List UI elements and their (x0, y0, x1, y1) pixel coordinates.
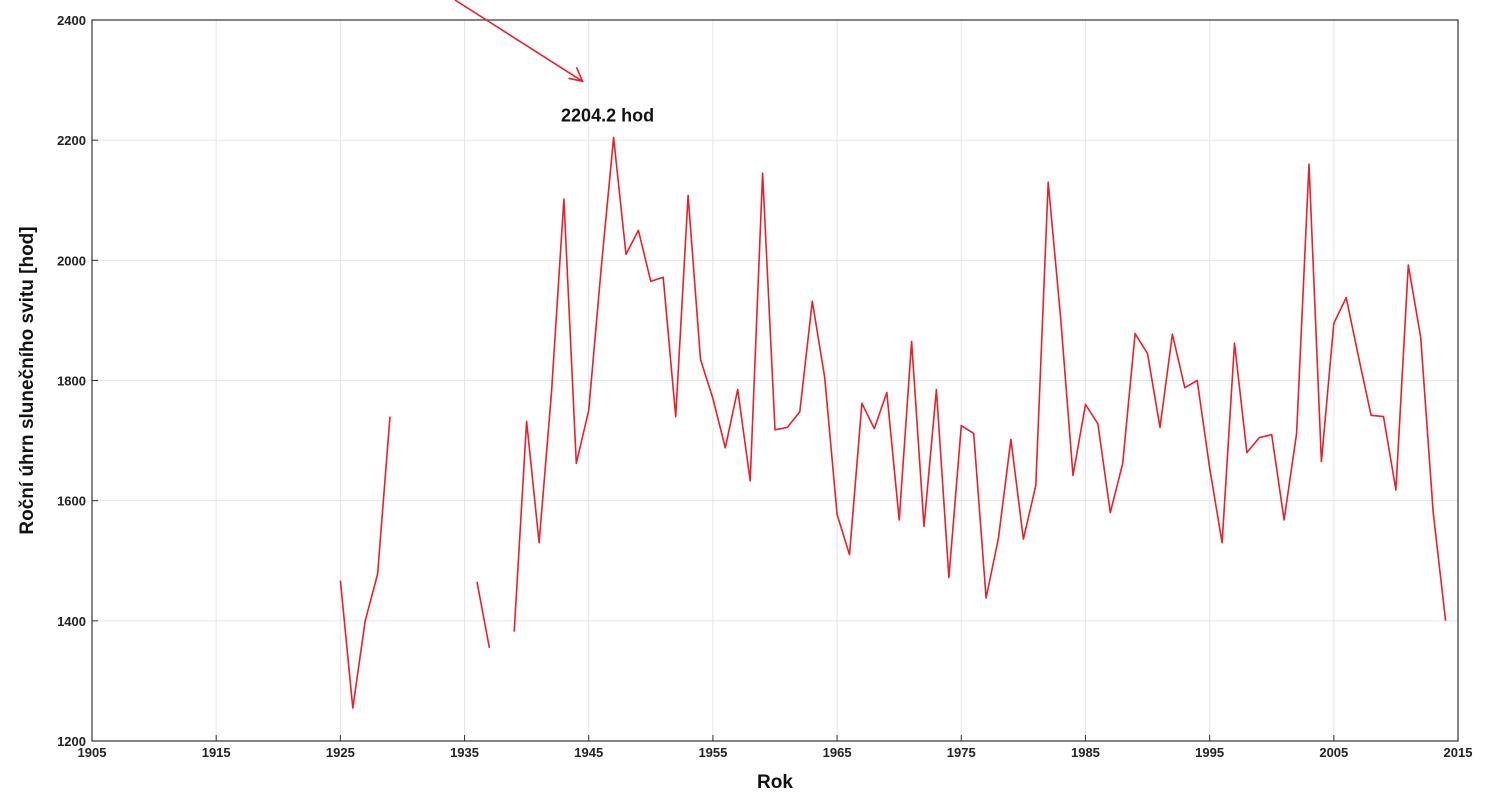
x-tick-label: 1995 (1195, 745, 1224, 760)
max-annotation-label: 2204.2 hod (561, 106, 654, 126)
arrow-shaft (454, 0, 583, 82)
series-line-segment (513, 136, 1447, 632)
y-tick-label: 1600 (57, 494, 86, 509)
y-tick-label: 1200 (57, 734, 86, 749)
axis-ticks: 1905 1915 1925 1935 1945 1955 1965 1975 1985 1995… (57, 13, 1472, 760)
y-tick-label: 2200 (57, 133, 86, 148)
series-layer (339, 136, 1447, 709)
x-tick-label: 1985 (1071, 745, 1100, 760)
y-tick-label: 1400 (57, 614, 86, 629)
y-axis-title: Roční úhrn slunečního svitu [hod] (17, 226, 38, 534)
series-line-segment (339, 416, 391, 709)
x-tick-label: 1975 (947, 745, 976, 760)
arrow-head (568, 66, 584, 83)
x-tick-label: 1925 (326, 745, 355, 760)
x-axis-title: Rok (757, 772, 793, 793)
x-tick-label: 2005 (1319, 745, 1348, 760)
grid-lines (91, 19, 1459, 742)
series-line-segment (476, 581, 491, 649)
x-tick-label: 2015 (1444, 745, 1473, 760)
x-tick-label: 1965 (823, 745, 852, 760)
y-tick-label: 2400 (57, 13, 86, 28)
y-tick-label: 2000 (57, 253, 86, 268)
x-tick-label: 1905 (78, 745, 107, 760)
x-tick-label: 1945 (574, 745, 603, 760)
x-tick-label: 1955 (698, 745, 727, 760)
x-tick-label: 1915 (202, 745, 231, 760)
y-tick-label: 1800 (57, 374, 86, 389)
x-tick-label: 1935 (450, 745, 479, 760)
annotation-arrow (454, 0, 584, 83)
